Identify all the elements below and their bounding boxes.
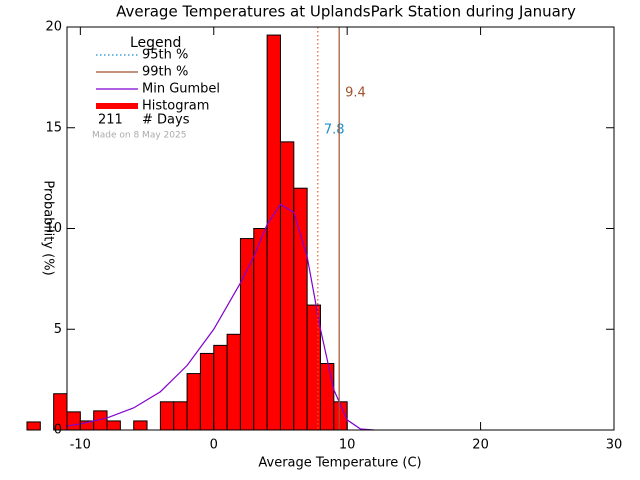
legend-title: Legend [130,35,181,51]
bar [159,401,175,431]
bar [199,352,215,431]
x-tick-label: 30 [606,438,623,453]
legend-label: 95th % [142,48,188,63]
legend-label: Min Gumbel [142,82,220,97]
percentile-label: 9.4 [345,86,366,101]
legend-label: # Days [142,113,190,128]
bar [306,304,321,431]
x-tick-label: 20 [472,438,489,453]
bar [133,420,148,431]
bar [173,401,188,431]
bar [266,34,281,431]
legend-swatch [96,103,138,109]
legend-label: 99th % [142,65,188,80]
x-tick-label: 0 [210,438,218,453]
note: Made on 8 May 2025 [92,131,186,141]
legend-label: Histogram [142,99,209,114]
x-tick-label: 10 [339,438,356,453]
bar [186,373,201,431]
bar [213,344,228,431]
y-tick-label: 20 [45,20,62,35]
chart-title: Average Temperatures at UplandsPark Stat… [116,3,576,21]
legend-days: 211 [98,113,123,128]
y-axis-label: Probability (%) [41,180,56,275]
percentile-label: 7.8 [324,123,345,138]
bar [293,187,308,431]
bar [226,333,241,431]
x-tick-label: -10 [70,438,91,453]
bar [253,228,268,431]
bar [319,363,335,431]
bar [26,421,41,431]
y-tick-label: 10 [45,221,62,236]
y-tick-label: 0 [54,423,62,438]
bar [106,420,121,431]
y-tick-label: 15 [45,120,62,135]
gumbel-curve [66,203,374,431]
bar [279,141,295,431]
bar [239,238,255,431]
bar [66,411,81,431]
y-tick-label: 5 [54,322,62,337]
x-axis-label: Average Temperature (C) [258,456,421,471]
